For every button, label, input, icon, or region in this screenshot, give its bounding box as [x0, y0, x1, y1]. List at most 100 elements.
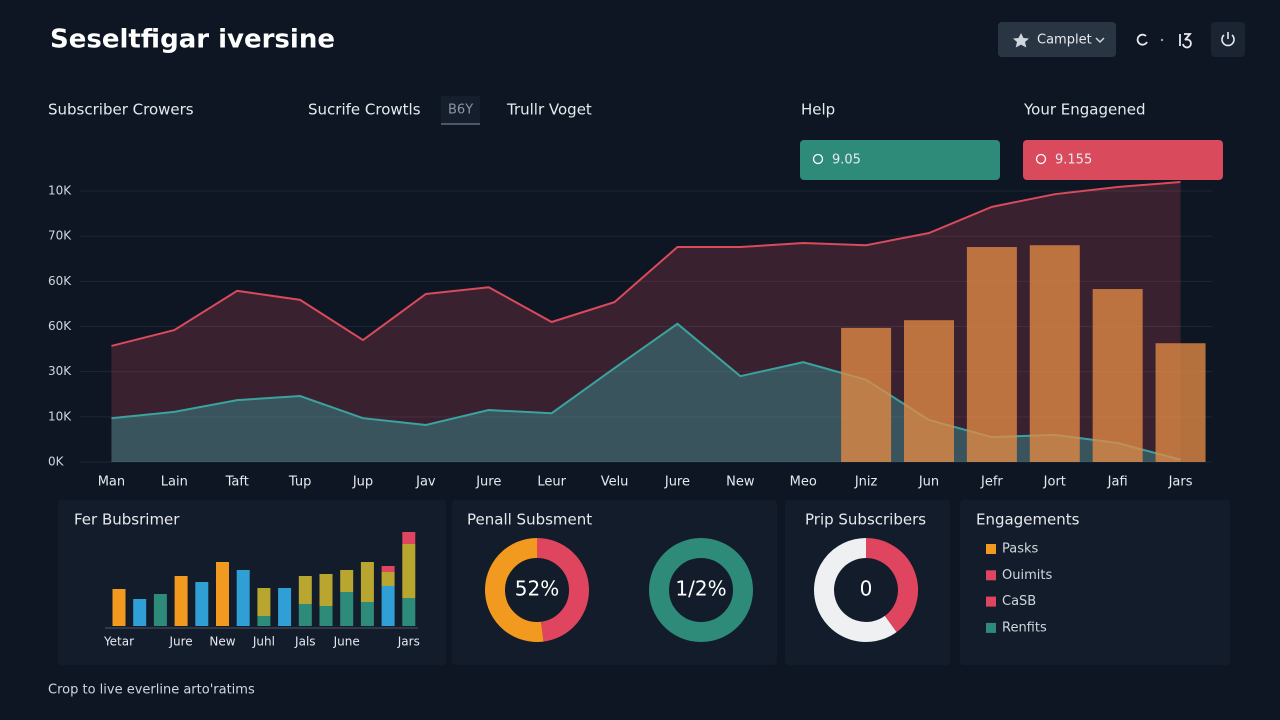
donut-segment [485, 538, 544, 642]
kpi-value: 9.155 [1055, 153, 1092, 168]
bar-segment [257, 616, 271, 626]
kpi-label: Your Engagened [1023, 101, 1146, 119]
x-tick-label: Taft [225, 475, 249, 490]
x-tick-label: Lain [161, 475, 188, 490]
refresh-icon[interactable] [1136, 33, 1148, 46]
x-tick-label: Juhl [252, 635, 275, 649]
x-tick-label: Jav [415, 475, 436, 490]
panel-title: Fer Bubsrimer [74, 511, 180, 529]
bar-segment [236, 570, 250, 626]
donut-center-label: 0 [860, 577, 873, 601]
legend-swatch [986, 622, 996, 633]
sync-icon[interactable] [1179, 33, 1192, 49]
bar-segment [360, 562, 374, 602]
camplet-button[interactable] [998, 22, 1116, 57]
bar-segment [174, 576, 188, 626]
x-tick-label: June [333, 635, 360, 649]
donut-segment [865, 538, 918, 633]
bar [966, 247, 1017, 462]
bar-segment [340, 592, 354, 626]
bar-segment [257, 588, 271, 616]
bar [1155, 343, 1206, 462]
tab-chip[interactable] [441, 96, 480, 124]
bar [1092, 289, 1143, 462]
bar-segment [360, 602, 374, 626]
y-tick-label: 10K [48, 184, 72, 198]
power-icon [1221, 32, 1235, 47]
legend-label: Renfits [1002, 620, 1047, 635]
kpi-icon [812, 153, 824, 165]
bar-segment [402, 532, 416, 544]
legend-swatch [986, 596, 996, 607]
x-tick-label: Yetar [103, 635, 134, 649]
x-tick-label: Jure [168, 635, 192, 649]
panel-title: Prip Subscribers [805, 511, 926, 529]
y-tick-label: 60K [48, 274, 72, 288]
legend-swatch [986, 544, 996, 554]
x-tick-label: Meo [790, 475, 817, 490]
x-tick-label: Jafi [1107, 475, 1128, 490]
tab[interactable]: B6Y [448, 103, 473, 118]
bar-segment [112, 589, 126, 626]
bar-segment [133, 599, 147, 626]
bar-segment [381, 572, 395, 586]
y-tick-label: 70K [48, 229, 72, 243]
donut-segment [814, 538, 897, 642]
footer: Crop to live everline arto'ratims [48, 683, 255, 698]
bar-segment [195, 582, 209, 626]
power-button[interactable] [1211, 22, 1245, 57]
donut-center-label: 1/2% [675, 577, 726, 601]
button-label: Camplet [1037, 33, 1092, 48]
y-tick-label: 30K [48, 364, 72, 378]
legend-swatch [986, 570, 996, 581]
x-tick-label: Jup [352, 475, 373, 490]
x-tick-label: Tup [288, 475, 311, 490]
legend-label: CaSB [1002, 594, 1036, 609]
x-tick-label: Jort [1043, 475, 1066, 490]
tab[interactable]: Sucrife Crowtls [308, 101, 421, 119]
y-tick-label: 10K [48, 409, 72, 423]
kpi-box [800, 140, 1000, 180]
x-tick-label: Jars [1168, 475, 1193, 490]
bar-segment [278, 588, 292, 626]
x-tick-label: Jefr [980, 475, 1003, 490]
x-tick-label: Leur [537, 475, 566, 490]
legend-label: Ouimits [1002, 568, 1052, 583]
x-tick-label: Jars [397, 635, 420, 649]
bar [1029, 245, 1080, 462]
panel-title: Engagements [976, 511, 1080, 529]
panel [960, 500, 1230, 665]
x-tick-label: Man [98, 475, 125, 490]
dot [1160, 38, 1164, 42]
tab[interactable]: Trullr Voget [506, 101, 592, 119]
y-tick-label: 0K [48, 455, 65, 469]
x-tick-label: New [209, 635, 235, 649]
bar-segment [381, 566, 395, 572]
title: Seseltfigar iversine [50, 25, 335, 55]
x-tick-label: Velu [601, 475, 629, 490]
star-icon [1013, 33, 1029, 48]
bar-segment [319, 574, 333, 606]
x-tick-label: Jniz [854, 475, 878, 490]
y-tick-label: 60K [48, 319, 72, 333]
tab[interactable]: Subscriber Crowers [48, 101, 194, 119]
x-tick-label: Jun [918, 475, 939, 490]
kpi-value: 9.05 [832, 153, 861, 168]
panel-title: Penall Subsment [467, 511, 592, 529]
x-tick-label: Jals [294, 635, 315, 649]
x-tick-label: New [726, 475, 755, 490]
bar-segment [340, 570, 354, 592]
donut-segment [649, 538, 753, 642]
x-tick-label: Jure [664, 475, 690, 490]
kpi-box [1023, 140, 1223, 180]
bar [841, 327, 892, 462]
chevron [1095, 37, 1105, 44]
bar-segment [381, 586, 395, 626]
bar-segment [298, 604, 312, 626]
bar-segment [402, 598, 416, 626]
kpi-label: Help [801, 101, 835, 119]
legend-label: Pasks [1002, 542, 1039, 557]
bar-segment [216, 562, 229, 626]
